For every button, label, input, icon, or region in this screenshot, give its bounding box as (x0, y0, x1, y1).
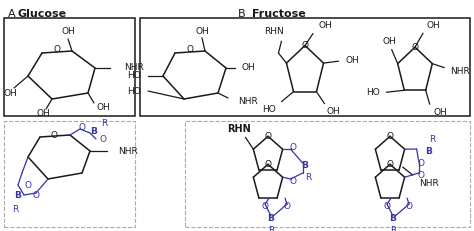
Text: A: A (8, 9, 16, 19)
Text: B: B (301, 161, 308, 170)
Text: OH: OH (3, 89, 17, 98)
Text: B: B (91, 127, 98, 136)
Text: OH: OH (36, 109, 50, 119)
Text: Fructose: Fructose (252, 9, 306, 19)
Text: O: O (54, 46, 61, 55)
Text: O: O (417, 170, 424, 179)
Text: OH: OH (319, 21, 333, 30)
Text: RHN: RHN (228, 124, 251, 134)
Text: O: O (264, 160, 272, 169)
Text: OH: OH (383, 37, 397, 46)
Text: O: O (33, 191, 39, 200)
Text: O: O (417, 158, 424, 167)
Text: O: O (289, 176, 296, 185)
Text: O: O (283, 202, 291, 211)
Text: O: O (301, 41, 309, 50)
Text: OH: OH (61, 27, 75, 36)
Text: O: O (411, 43, 419, 52)
Text: OH: OH (242, 64, 256, 73)
Text: Glucose: Glucose (18, 9, 67, 19)
Text: NHR: NHR (124, 64, 144, 73)
Text: B: B (425, 146, 432, 155)
Text: HO: HO (262, 105, 275, 114)
Text: O: O (262, 202, 269, 211)
Text: O: O (383, 202, 391, 211)
Text: O: O (186, 46, 193, 55)
Text: NHR: NHR (238, 97, 258, 106)
Text: O: O (25, 180, 31, 189)
Text: O: O (100, 134, 107, 143)
Text: O: O (386, 132, 393, 141)
Text: B: B (268, 214, 274, 223)
Text: R: R (390, 226, 396, 231)
Text: O: O (386, 160, 393, 169)
Text: B: B (15, 191, 21, 200)
Text: R: R (268, 226, 274, 231)
Bar (140, 18, 470, 116)
Text: HO: HO (127, 72, 141, 80)
Text: NHR: NHR (118, 146, 138, 155)
Text: O: O (406, 202, 412, 211)
Text: B: B (238, 9, 246, 19)
Bar (185, 121, 470, 227)
Text: OH: OH (195, 27, 209, 36)
Text: R: R (12, 204, 18, 213)
Text: B: B (390, 214, 396, 223)
Text: O: O (51, 131, 57, 140)
Bar (4, 18, 135, 116)
Text: HO: HO (127, 86, 141, 95)
Text: OH: OH (346, 56, 359, 65)
Text: O: O (79, 122, 85, 131)
Text: O: O (289, 143, 296, 152)
Text: OH: OH (434, 108, 447, 117)
Text: O: O (264, 132, 272, 141)
Text: R: R (101, 119, 107, 128)
Text: OH: OH (97, 103, 111, 112)
Text: R: R (429, 134, 436, 143)
Text: R: R (306, 173, 312, 182)
Text: OH: OH (427, 21, 441, 30)
Text: RHN: RHN (264, 27, 284, 36)
Text: HO: HO (366, 88, 380, 97)
Text: OH: OH (327, 107, 340, 116)
Text: NHR: NHR (419, 179, 438, 188)
Bar (4, 121, 135, 227)
Text: NHR: NHR (450, 67, 470, 76)
